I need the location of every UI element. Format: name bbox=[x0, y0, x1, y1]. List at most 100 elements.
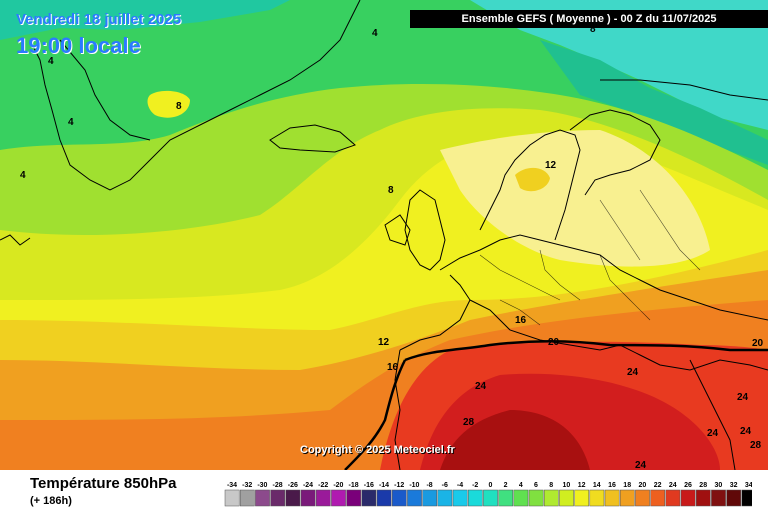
legend-tick-label: -22 bbox=[318, 482, 328, 489]
legend-swatch bbox=[498, 489, 514, 507]
temperature-map: 4 4 4 4 8 8 8 12 12 16 16 20 20 24 24 24… bbox=[0, 0, 768, 470]
legend-tick-label: 4 bbox=[519, 482, 523, 489]
legend-tick-label: -30 bbox=[257, 482, 267, 489]
contour-label: 12 bbox=[378, 337, 390, 348]
legend-tick-label: -34 bbox=[227, 482, 237, 489]
contour-label: 8 bbox=[388, 185, 394, 196]
legend-tick-label: -18 bbox=[349, 482, 359, 489]
lead-time: (+ 186h) bbox=[30, 495, 72, 507]
legend-swatch bbox=[543, 489, 559, 507]
legend-swatch bbox=[574, 489, 590, 507]
legend-tick-label: -20 bbox=[333, 482, 343, 489]
legend-swatch bbox=[255, 489, 270, 507]
contour-label: 8 bbox=[590, 24, 596, 35]
legend-swatch bbox=[346, 489, 362, 507]
legend-tick-label: -2 bbox=[472, 482, 478, 489]
legend-swatch bbox=[437, 489, 453, 507]
contour-label: 24 bbox=[635, 460, 647, 470]
legend-tick-label: 28 bbox=[699, 482, 707, 489]
legend-tick-label: -14 bbox=[379, 482, 389, 489]
legend-tick-label: 14 bbox=[593, 482, 601, 489]
legend-tick-label: 30 bbox=[715, 482, 723, 489]
run-info-banner: Ensemble GEFS ( Moyenne ) - 00 Z du 11/0… bbox=[410, 10, 768, 28]
contour-label: 4 bbox=[48, 56, 54, 67]
band-2-northeast bbox=[470, 0, 768, 130]
legend-tick-label: 18 bbox=[623, 482, 631, 489]
copyright-text: Copyright © 2025 Meteociel.fr bbox=[300, 444, 455, 456]
legend-tick-label: 10 bbox=[563, 482, 571, 489]
legend-tick-label: -24 bbox=[303, 482, 313, 489]
legend-tick-label: -6 bbox=[442, 482, 448, 489]
contour-label: 4 bbox=[372, 28, 378, 39]
contour-label: 8 bbox=[176, 101, 182, 112]
legend-swatch bbox=[467, 489, 483, 507]
legend-tick-label: 20 bbox=[639, 482, 647, 489]
legend-swatch bbox=[315, 489, 331, 507]
forecast-date: Vendredi 18 juillet 2025 bbox=[16, 11, 182, 28]
isotherm-20-line bbox=[404, 340, 768, 362]
legend-tick-label: 6 bbox=[534, 482, 538, 489]
contour-label: 4 bbox=[20, 170, 26, 181]
legend-tick-label: 24 bbox=[669, 482, 677, 489]
legend-tick-label: 8 bbox=[549, 482, 553, 489]
band-28 bbox=[440, 410, 590, 470]
legend-swatch bbox=[239, 489, 255, 507]
legend-tick-label: 26 bbox=[684, 482, 692, 489]
parameter-title: Température 850hPa bbox=[30, 475, 177, 492]
contour-label: 28 bbox=[463, 417, 475, 428]
legend-swatch bbox=[285, 489, 301, 507]
band-2-north bbox=[0, 0, 290, 40]
legend-tick-label: -28 bbox=[273, 482, 283, 489]
legend-swatch bbox=[528, 489, 544, 507]
band-scandinavia-patch bbox=[515, 167, 550, 192]
legend-swatch bbox=[331, 489, 346, 507]
legend-tick-label: 12 bbox=[578, 482, 586, 489]
contour-label: 4 bbox=[68, 117, 74, 128]
contour-label: 16 bbox=[515, 315, 527, 326]
legend-swatch bbox=[361, 489, 377, 507]
legend-swatch bbox=[452, 489, 468, 507]
legend-bar: Température 850hPa (+ 186h) -34 -32 -30 -28… bbox=[0, 470, 768, 512]
legend-tick-label: -16 bbox=[364, 482, 374, 489]
legend-tick-label: -12 bbox=[394, 482, 404, 489]
legend-swatch bbox=[407, 489, 422, 507]
legend-swatch bbox=[391, 489, 407, 507]
legend-swatch bbox=[483, 489, 498, 507]
legend-tick-label: -26 bbox=[288, 482, 298, 489]
forecast-time: 19:00 locale bbox=[16, 33, 141, 58]
legend-swatch bbox=[726, 489, 742, 507]
legend-swatch bbox=[635, 489, 650, 507]
contour-label: 24 bbox=[740, 426, 752, 437]
legend-swatch bbox=[300, 489, 316, 507]
contour-label: 20 bbox=[752, 338, 764, 349]
legend-tick-label: -8 bbox=[426, 482, 432, 489]
legend-tick-label: 32 bbox=[730, 482, 738, 489]
borders bbox=[479, 189, 701, 326]
legend-swatch bbox=[711, 489, 726, 507]
legend-swatch bbox=[680, 489, 696, 507]
legend-swatch bbox=[604, 489, 620, 507]
coastlines bbox=[0, 0, 768, 470]
legend-swatch bbox=[224, 489, 240, 507]
legend-swatch bbox=[665, 489, 681, 507]
isotherm-20-west bbox=[344, 359, 407, 470]
legend-swatch bbox=[741, 489, 752, 507]
legend-swatch bbox=[513, 489, 529, 507]
band-4-northeast bbox=[540, 40, 768, 165]
legend-tick-label: 22 bbox=[654, 482, 662, 489]
legend-tick-label: 0 bbox=[488, 482, 492, 489]
legend-swatch bbox=[422, 489, 438, 507]
legend-tick-label: 2 bbox=[504, 482, 508, 489]
band-greenland-patch bbox=[147, 90, 190, 118]
contour-label: 24 bbox=[627, 367, 639, 378]
legend-swatch bbox=[695, 489, 711, 507]
legend-swatch bbox=[559, 489, 574, 507]
legend-swatch bbox=[650, 489, 666, 507]
contour-label: 24 bbox=[475, 381, 487, 392]
legend-tick-label: 16 bbox=[608, 482, 616, 489]
legend-tick-label: -4 bbox=[457, 482, 463, 489]
legend-swatch bbox=[589, 489, 605, 507]
legend-tick-label: 34 bbox=[745, 482, 752, 489]
map-canvas: 4 4 4 4 8 8 8 12 12 16 16 20 20 24 24 24… bbox=[0, 0, 768, 470]
